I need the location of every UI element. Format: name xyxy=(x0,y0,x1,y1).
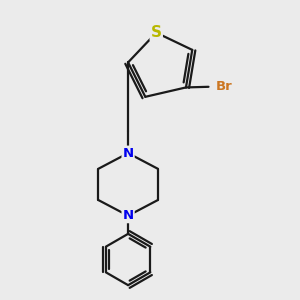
Text: S: S xyxy=(151,25,162,40)
Text: N: N xyxy=(122,209,134,222)
Text: N: N xyxy=(122,147,134,160)
Text: Br: Br xyxy=(215,80,232,93)
